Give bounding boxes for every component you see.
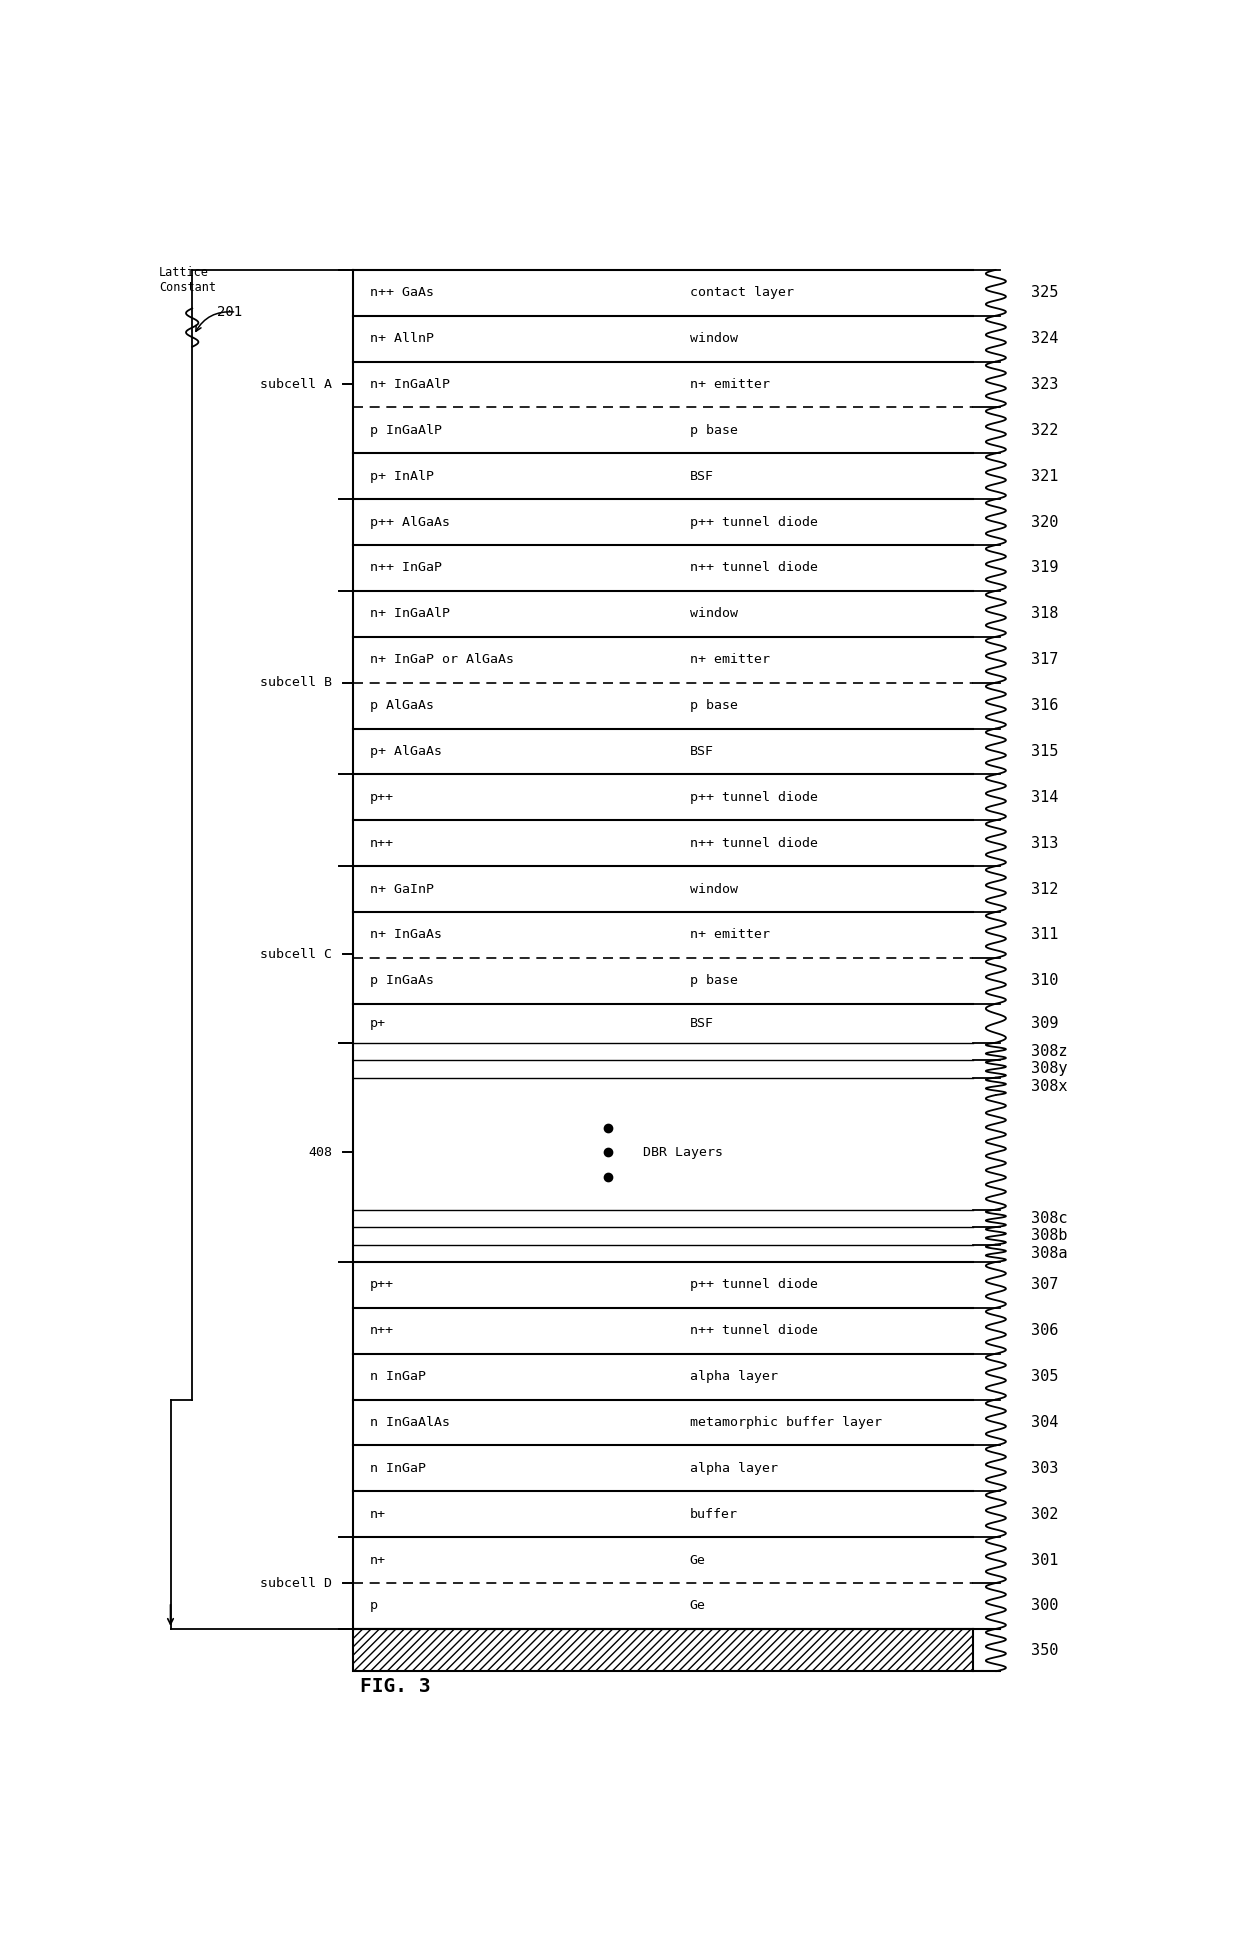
Text: 304: 304 [1030, 1415, 1058, 1429]
Text: p+: p+ [370, 1016, 386, 1030]
Text: 308c: 308c [1030, 1211, 1068, 1227]
Text: 323: 323 [1030, 378, 1058, 391]
Text: n InGaAlAs: n InGaAlAs [370, 1415, 450, 1429]
Text: p base: p base [689, 424, 738, 436]
Text: 308b: 308b [1030, 1229, 1068, 1244]
Text: Lattice
Constant: Lattice Constant [159, 267, 216, 294]
Text: FIG. 3: FIG. 3 [361, 1678, 430, 1696]
Text: alpha layer: alpha layer [689, 1462, 777, 1474]
Text: 308z: 308z [1030, 1044, 1068, 1059]
Text: 324: 324 [1030, 331, 1058, 347]
Text: n+ emitter: n+ emitter [689, 929, 770, 942]
Text: 201: 201 [217, 306, 242, 319]
Text: window: window [689, 333, 738, 345]
Text: p++ tunnel diode: p++ tunnel diode [689, 1279, 817, 1291]
Text: 321: 321 [1030, 469, 1058, 483]
Bar [352, 1630, 972, 1671]
Text: 315: 315 [1030, 744, 1058, 759]
Text: p base: p base [689, 699, 738, 713]
Text: BSF: BSF [689, 1016, 714, 1030]
Text: 301: 301 [1030, 1552, 1058, 1567]
Text: 318: 318 [1030, 606, 1058, 621]
Text: n InGaP: n InGaP [370, 1462, 425, 1474]
Text: subcell C: subcell C [260, 948, 332, 962]
Text: n InGaP: n InGaP [370, 1371, 425, 1382]
Text: p++: p++ [370, 790, 393, 804]
Text: 350: 350 [1030, 1643, 1058, 1657]
Text: 317: 317 [1030, 652, 1058, 668]
Text: window: window [689, 882, 738, 896]
Text: p base: p base [689, 974, 738, 987]
Text: n+ InGaP or AlGaAs: n+ InGaP or AlGaAs [370, 652, 513, 666]
Text: 313: 313 [1030, 835, 1058, 851]
Text: p InGaAs: p InGaAs [370, 974, 434, 987]
Text: 312: 312 [1030, 882, 1058, 896]
Text: n++: n++ [370, 837, 393, 849]
Text: n++ InGaP: n++ InGaP [370, 561, 441, 574]
Text: n++ tunnel diode: n++ tunnel diode [689, 561, 817, 574]
Text: n+ emitter: n+ emitter [689, 378, 770, 391]
Text: n++ tunnel diode: n++ tunnel diode [689, 837, 817, 849]
Bar [352, 1630, 972, 1671]
Text: n++: n++ [370, 1324, 393, 1338]
Text: p AlGaAs: p AlGaAs [370, 699, 434, 713]
Text: 308y: 308y [1030, 1061, 1068, 1077]
Text: metamorphic buffer layer: metamorphic buffer layer [689, 1415, 882, 1429]
Text: 309: 309 [1030, 1016, 1058, 1030]
Text: window: window [689, 607, 738, 621]
Text: 316: 316 [1030, 699, 1058, 713]
Text: 308a: 308a [1030, 1246, 1068, 1262]
Text: Ge: Ge [689, 1554, 706, 1567]
Text: buffer: buffer [689, 1507, 738, 1521]
Text: p++ tunnel diode: p++ tunnel diode [689, 516, 817, 528]
Text: p++ AlGaAs: p++ AlGaAs [370, 516, 450, 528]
Text: p+ InAlP: p+ InAlP [370, 469, 434, 483]
Text: contact layer: contact layer [689, 286, 794, 300]
Text: DBR Layers: DBR Layers [644, 1147, 723, 1158]
Text: 310: 310 [1030, 974, 1058, 989]
Text: p InGaAlP: p InGaAlP [370, 424, 441, 436]
Text: 314: 314 [1030, 790, 1058, 804]
Text: 300: 300 [1030, 1598, 1058, 1614]
Text: 322: 322 [1030, 422, 1058, 438]
Text: p: p [370, 1598, 378, 1612]
Text: n+ InGaAs: n+ InGaAs [370, 929, 441, 942]
Text: n+ emitter: n+ emitter [689, 652, 770, 666]
Text: 319: 319 [1030, 561, 1058, 576]
Text: 311: 311 [1030, 927, 1058, 942]
Text: p++ tunnel diode: p++ tunnel diode [689, 790, 817, 804]
Text: p++: p++ [370, 1279, 393, 1291]
Text: 305: 305 [1030, 1369, 1058, 1384]
Text: n+ InGaAlP: n+ InGaAlP [370, 607, 450, 621]
Text: BSF: BSF [689, 469, 714, 483]
Text: n+: n+ [370, 1507, 386, 1521]
Text: 325: 325 [1030, 286, 1058, 300]
Text: p+ AlGaAs: p+ AlGaAs [370, 746, 441, 757]
Text: 307: 307 [1030, 1277, 1058, 1293]
Text: 306: 306 [1030, 1324, 1058, 1338]
Text: alpha layer: alpha layer [689, 1371, 777, 1382]
Text: 302: 302 [1030, 1507, 1058, 1523]
Text: 303: 303 [1030, 1460, 1058, 1476]
Text: 320: 320 [1030, 514, 1058, 530]
Text: 408: 408 [309, 1147, 332, 1158]
Text: subcell A: subcell A [260, 378, 332, 391]
Text: n++ tunnel diode: n++ tunnel diode [689, 1324, 817, 1338]
Text: n+: n+ [370, 1554, 386, 1567]
Text: n+ AllnP: n+ AllnP [370, 333, 434, 345]
Text: BSF: BSF [689, 746, 714, 757]
Text: 308x: 308x [1030, 1079, 1068, 1094]
Text: n+ GaInP: n+ GaInP [370, 882, 434, 896]
Text: subcell D: subcell D [260, 1577, 332, 1589]
Text: n++ GaAs: n++ GaAs [370, 286, 434, 300]
Text: subcell B: subcell B [260, 676, 332, 689]
Text: n+ InGaAlP: n+ InGaAlP [370, 378, 450, 391]
Text: Ge: Ge [689, 1598, 706, 1612]
